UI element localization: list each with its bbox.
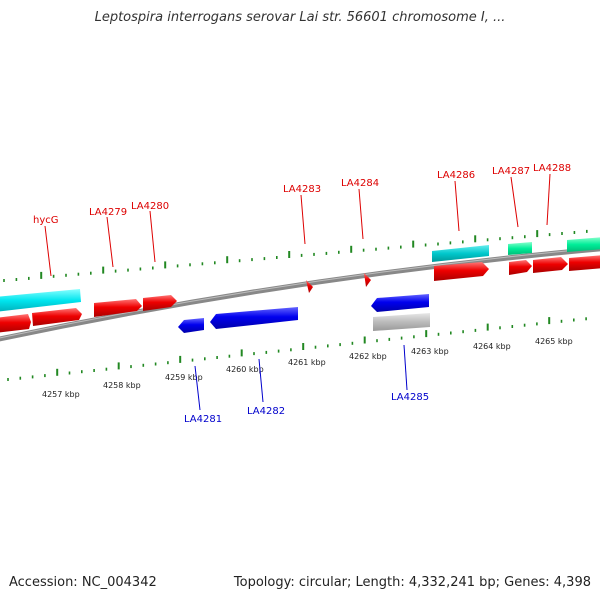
- gene-label-LA4279[interactable]: LA4279: [89, 207, 127, 218]
- leader-line-LA4279: [106, 216, 114, 268]
- tick-label-4263: 4263 kbp: [411, 347, 449, 356]
- gene-feature-teal-LA4286[interactable]: [432, 245, 489, 262]
- tick-label-4264: 4264 kbp: [473, 342, 511, 351]
- leader-line-LA4287: [510, 176, 519, 228]
- leader-line-LA4286: [454, 180, 460, 232]
- gene-label-LA4282[interactable]: LA4282: [247, 406, 285, 417]
- gene-arrow-red-LA4286[interactable]: [434, 262, 489, 281]
- gene-label-LA4280[interactable]: LA4280: [131, 201, 169, 212]
- gene-label-LA4285[interactable]: LA4285: [391, 392, 429, 403]
- tick-label-4258: 4258 kbp: [103, 381, 141, 390]
- leader-line-hycG: [44, 225, 52, 277]
- gene-label-LA4281[interactable]: LA4281: [184, 414, 222, 425]
- tick-label-4262: 4262 kbp: [349, 352, 387, 361]
- chromosome-backbone-highlight: [0, 247, 600, 339]
- leader-line-LA4288: [546, 173, 551, 226]
- tick-label-4257: 4257 kbp: [42, 390, 80, 399]
- tick-label-4265: 4265 kbp: [535, 337, 573, 346]
- leader-line-LA4284: [358, 188, 364, 240]
- leader-line-LA4283: [300, 194, 306, 245]
- gene-label-LA4286[interactable]: LA4286: [437, 170, 475, 181]
- forward-genes: [0, 255, 600, 333]
- tick-label-4260: 4260 kbp: [226, 365, 264, 374]
- leader-line-LA4280: [149, 210, 156, 263]
- gene-arrow-blue-LA4281[interactable]: [178, 318, 204, 333]
- gene-arrow-red-LA4284[interactable]: [364, 273, 371, 287]
- gene-label-LA4284[interactable]: LA4284: [341, 178, 379, 189]
- gene-arrow-red-LA4288b[interactable]: [569, 255, 600, 271]
- gene-feature-mint-LA4287[interactable]: [508, 242, 532, 255]
- tick-label-4259: 4259 kbp: [165, 373, 203, 382]
- gene-arrow-red-1[interactable]: [0, 314, 31, 333]
- gene-feature-cyan-hycG[interactable]: [0, 289, 81, 312]
- gene-arrow-red-LA4279[interactable]: [94, 299, 142, 317]
- tick-label-4261: 4261 kbp: [288, 358, 326, 367]
- leader-line-LA4285: [403, 344, 408, 391]
- leader-line-LA4281: [194, 365, 201, 411]
- reverse-genes: [178, 294, 430, 333]
- accession-text: Accession: NC_004342: [9, 575, 157, 590]
- reverse-gene-labels: LA4281 LA4282 LA4285: [184, 344, 429, 425]
- gene-arrow-blue-LA4282[interactable]: [210, 307, 298, 329]
- gene-arrow-red-LA4288a[interactable]: [533, 257, 568, 273]
- forward-gene-labels: hycG LA4279 LA4280 LA4283 LA4284 LA4286 …: [33, 163, 571, 277]
- gene-label-LA4283[interactable]: LA4283: [283, 184, 321, 195]
- upper-tick-track: [3, 229, 588, 282]
- gene-arrow-red-2[interactable]: [32, 308, 82, 326]
- gene-label-LA4287[interactable]: LA4287: [492, 166, 530, 177]
- lower-tick-track: [7, 317, 587, 381]
- gene-feature-mint-LA4288[interactable]: [567, 237, 600, 252]
- outer-forward-features: [0, 237, 600, 312]
- kbp-tick-labels: 4257 kbp 4258 kbp 4259 kbp 4260 kbp 4261…: [42, 337, 573, 399]
- gene-arrow-blue-LA4285[interactable]: [371, 294, 429, 312]
- gene-label-hycG[interactable]: hycG: [33, 215, 59, 226]
- genome-summary-text: Topology: circular; Length: 4,332,241 bp…: [233, 575, 591, 590]
- leader-line-LA4282: [258, 358, 264, 403]
- gene-feature-gray-LA4285[interactable]: [373, 313, 430, 331]
- gene-label-LA4288[interactable]: LA4288: [533, 163, 571, 174]
- gene-arrow-red-LA4287[interactable]: [509, 260, 532, 275]
- chromosome-backbone: [0, 246, 600, 342]
- gene-arrow-red-LA4280[interactable]: [143, 295, 177, 311]
- gene-arrow-red-LA4283[interactable]: [306, 280, 313, 293]
- map-title: Leptospira interrogans serovar Lai str. …: [94, 10, 506, 25]
